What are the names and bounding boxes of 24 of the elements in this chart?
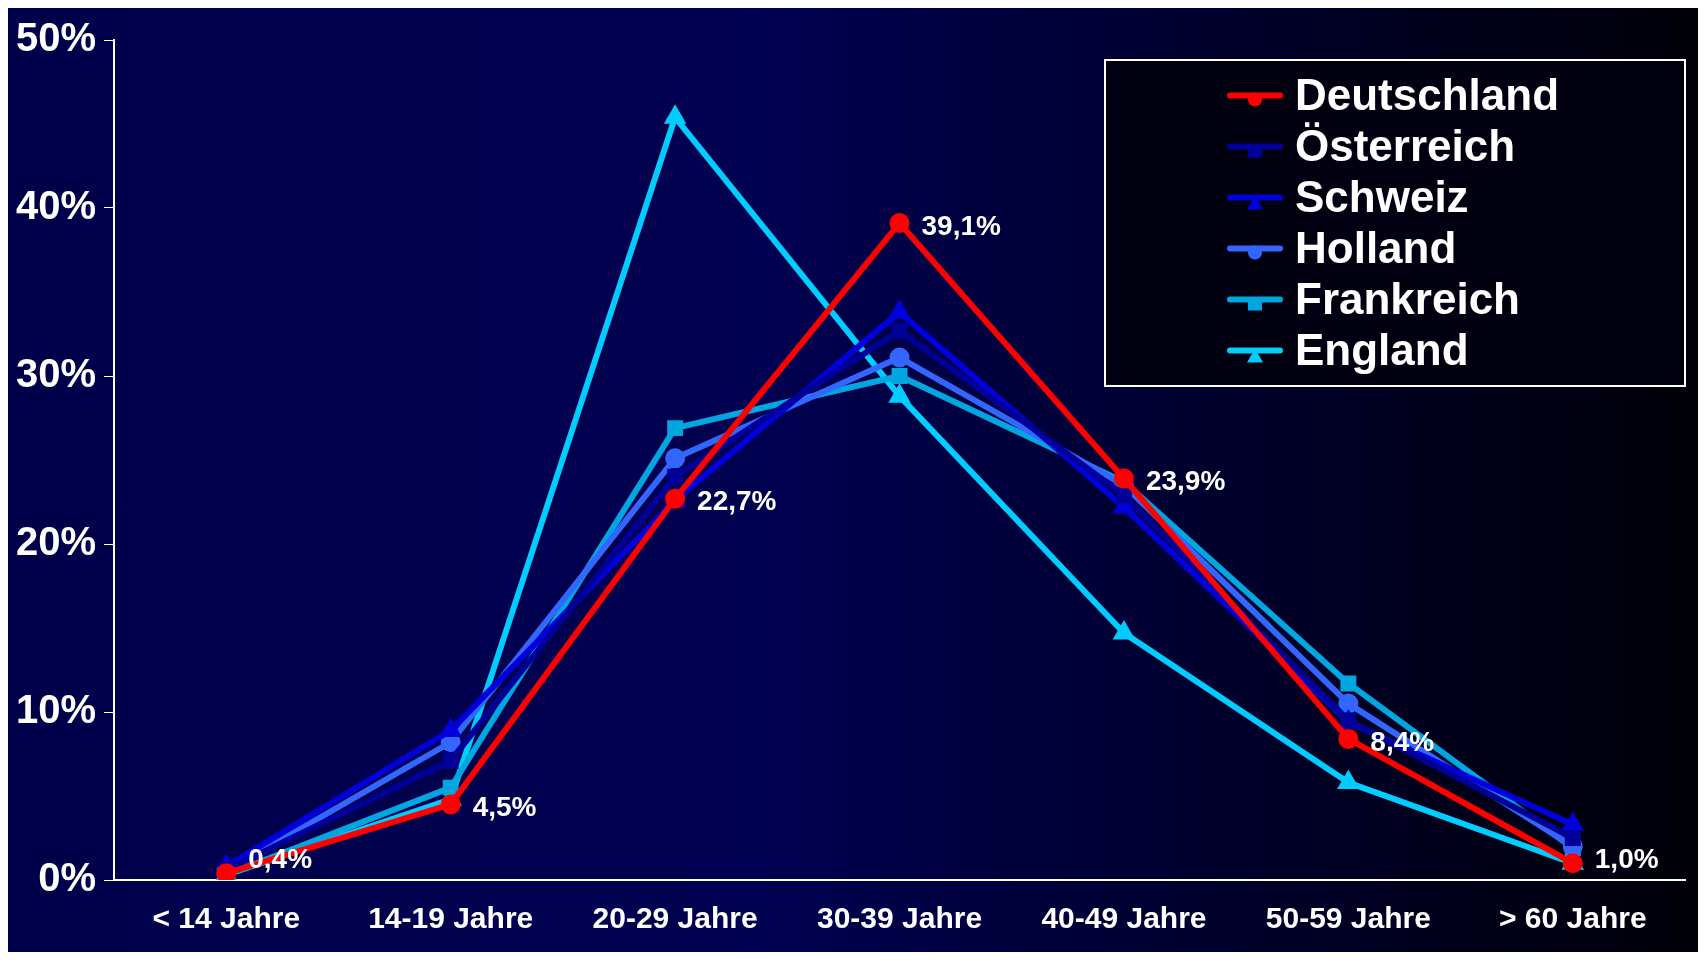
x-tick-label: 50-59 Jahre xyxy=(1265,901,1431,935)
y-tick-label: 0% xyxy=(38,855,97,900)
y-tick-label: 30% xyxy=(16,351,97,396)
x-tick-label: 30-39 Jahre xyxy=(816,901,983,935)
data-label: 39,1% xyxy=(921,209,1002,241)
y-tick-label: 20% xyxy=(16,519,97,564)
x-tick-label: 20-29 Jahre xyxy=(592,901,758,935)
legend-label: Schweiz xyxy=(1295,171,1469,221)
data-label: 22,7% xyxy=(697,485,777,517)
legend-label: Deutschland xyxy=(1295,69,1560,119)
x-tick-label: < 14 Jahre xyxy=(152,901,301,935)
data-label: 4,5% xyxy=(472,791,537,823)
x-tick-label: 14-19 Jahre xyxy=(368,901,534,935)
data-label: 1,0% xyxy=(1594,842,1659,874)
legend-label: England xyxy=(1295,324,1469,374)
x-tick-label: > 60 Jahre xyxy=(1498,901,1647,935)
x-tick-label: 40-49 Jahre xyxy=(1041,901,1207,935)
legend-label: Holland xyxy=(1295,222,1457,272)
y-tick-label: 50% xyxy=(16,15,97,60)
y-tick-label: 10% xyxy=(16,687,97,732)
y-tick-label: 40% xyxy=(16,183,97,228)
legend-label: Frankreich xyxy=(1295,273,1520,323)
data-label: 23,9% xyxy=(1145,465,1226,497)
legend-label: Österreich xyxy=(1295,120,1516,170)
